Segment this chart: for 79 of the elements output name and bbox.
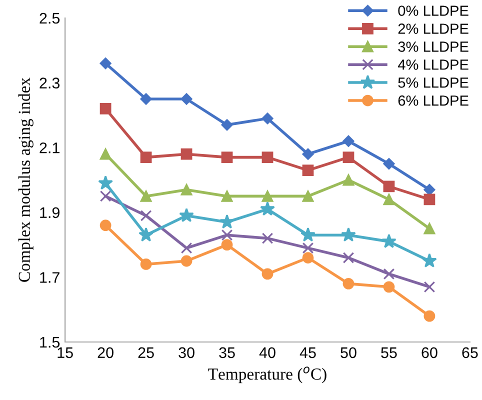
point <box>140 210 152 222</box>
y-axis-title: Complex modulus aging index <box>18 78 34 282</box>
y-tick-label: 2.3 <box>40 78 60 88</box>
point <box>424 184 436 196</box>
legend-label: 6% LLDPE <box>398 95 468 106</box>
point <box>383 180 395 192</box>
point <box>424 281 436 293</box>
x-tick-label: 40 <box>259 347 276 358</box>
x-axis-title: Temperature ($^{o}$C) <box>208 366 326 384</box>
point <box>382 234 396 248</box>
point <box>221 229 233 241</box>
point <box>383 268 395 280</box>
point <box>383 281 395 293</box>
legend-label: 5% LLDPE <box>398 78 468 88</box>
legend-label: 0% LLDPE <box>398 6 468 16</box>
point <box>262 232 274 244</box>
x-tick-label: 25 <box>138 347 154 358</box>
y-tick-label: 1.7 <box>40 272 60 283</box>
x-tick-label: 30 <box>178 347 194 358</box>
y-tick-label: 2.1 <box>40 142 60 154</box>
point <box>342 152 354 164</box>
point <box>262 190 274 202</box>
y-tick-label: 1.5 <box>40 337 60 348</box>
point <box>180 148 192 160</box>
point <box>140 258 152 270</box>
point <box>342 174 354 186</box>
point <box>341 227 356 242</box>
point <box>342 252 354 264</box>
point <box>424 194 436 206</box>
y-tick-label: 2.5 <box>40 12 60 24</box>
point <box>100 148 112 160</box>
legend-label: 3% LLDPE <box>398 42 468 52</box>
x-tick-label: 15 <box>58 347 73 358</box>
legend-label: 2% LLDPE <box>398 24 468 34</box>
point <box>100 103 112 114</box>
point <box>262 268 274 280</box>
point <box>138 227 154 242</box>
point <box>300 227 316 242</box>
x-tick-label: 65 <box>462 347 478 358</box>
point <box>221 239 233 250</box>
point <box>424 222 436 234</box>
point <box>220 214 234 229</box>
x-tick-label: 35 <box>219 347 235 358</box>
y-tick-label: 1.9 <box>40 207 60 218</box>
point <box>262 112 274 124</box>
point <box>383 158 395 170</box>
point <box>260 201 275 216</box>
point <box>302 242 314 254</box>
point <box>180 93 192 105</box>
point <box>302 252 314 264</box>
x-tick-label: 60 <box>422 347 438 358</box>
x-tick-label: 45 <box>300 347 316 358</box>
x-tick-label: 20 <box>98 347 114 358</box>
point <box>98 175 113 190</box>
point <box>383 194 395 206</box>
point <box>180 184 192 196</box>
point <box>342 135 354 147</box>
point <box>179 208 194 222</box>
point <box>302 190 314 202</box>
point <box>342 278 354 290</box>
point <box>140 152 152 164</box>
point <box>140 190 152 202</box>
point <box>180 242 192 254</box>
point <box>100 190 112 202</box>
point <box>221 152 233 164</box>
x-tick-label: 50 <box>340 347 356 358</box>
legend-label: 4% LLDPE <box>398 60 468 70</box>
point <box>262 152 274 164</box>
point <box>100 220 112 232</box>
point <box>424 310 436 322</box>
point <box>302 164 314 176</box>
point <box>302 148 314 160</box>
x-tick-label: 55 <box>381 347 397 358</box>
point <box>422 253 437 268</box>
point <box>221 190 233 202</box>
point <box>100 58 112 70</box>
point <box>221 119 233 131</box>
point <box>140 93 152 105</box>
point <box>180 255 192 267</box>
